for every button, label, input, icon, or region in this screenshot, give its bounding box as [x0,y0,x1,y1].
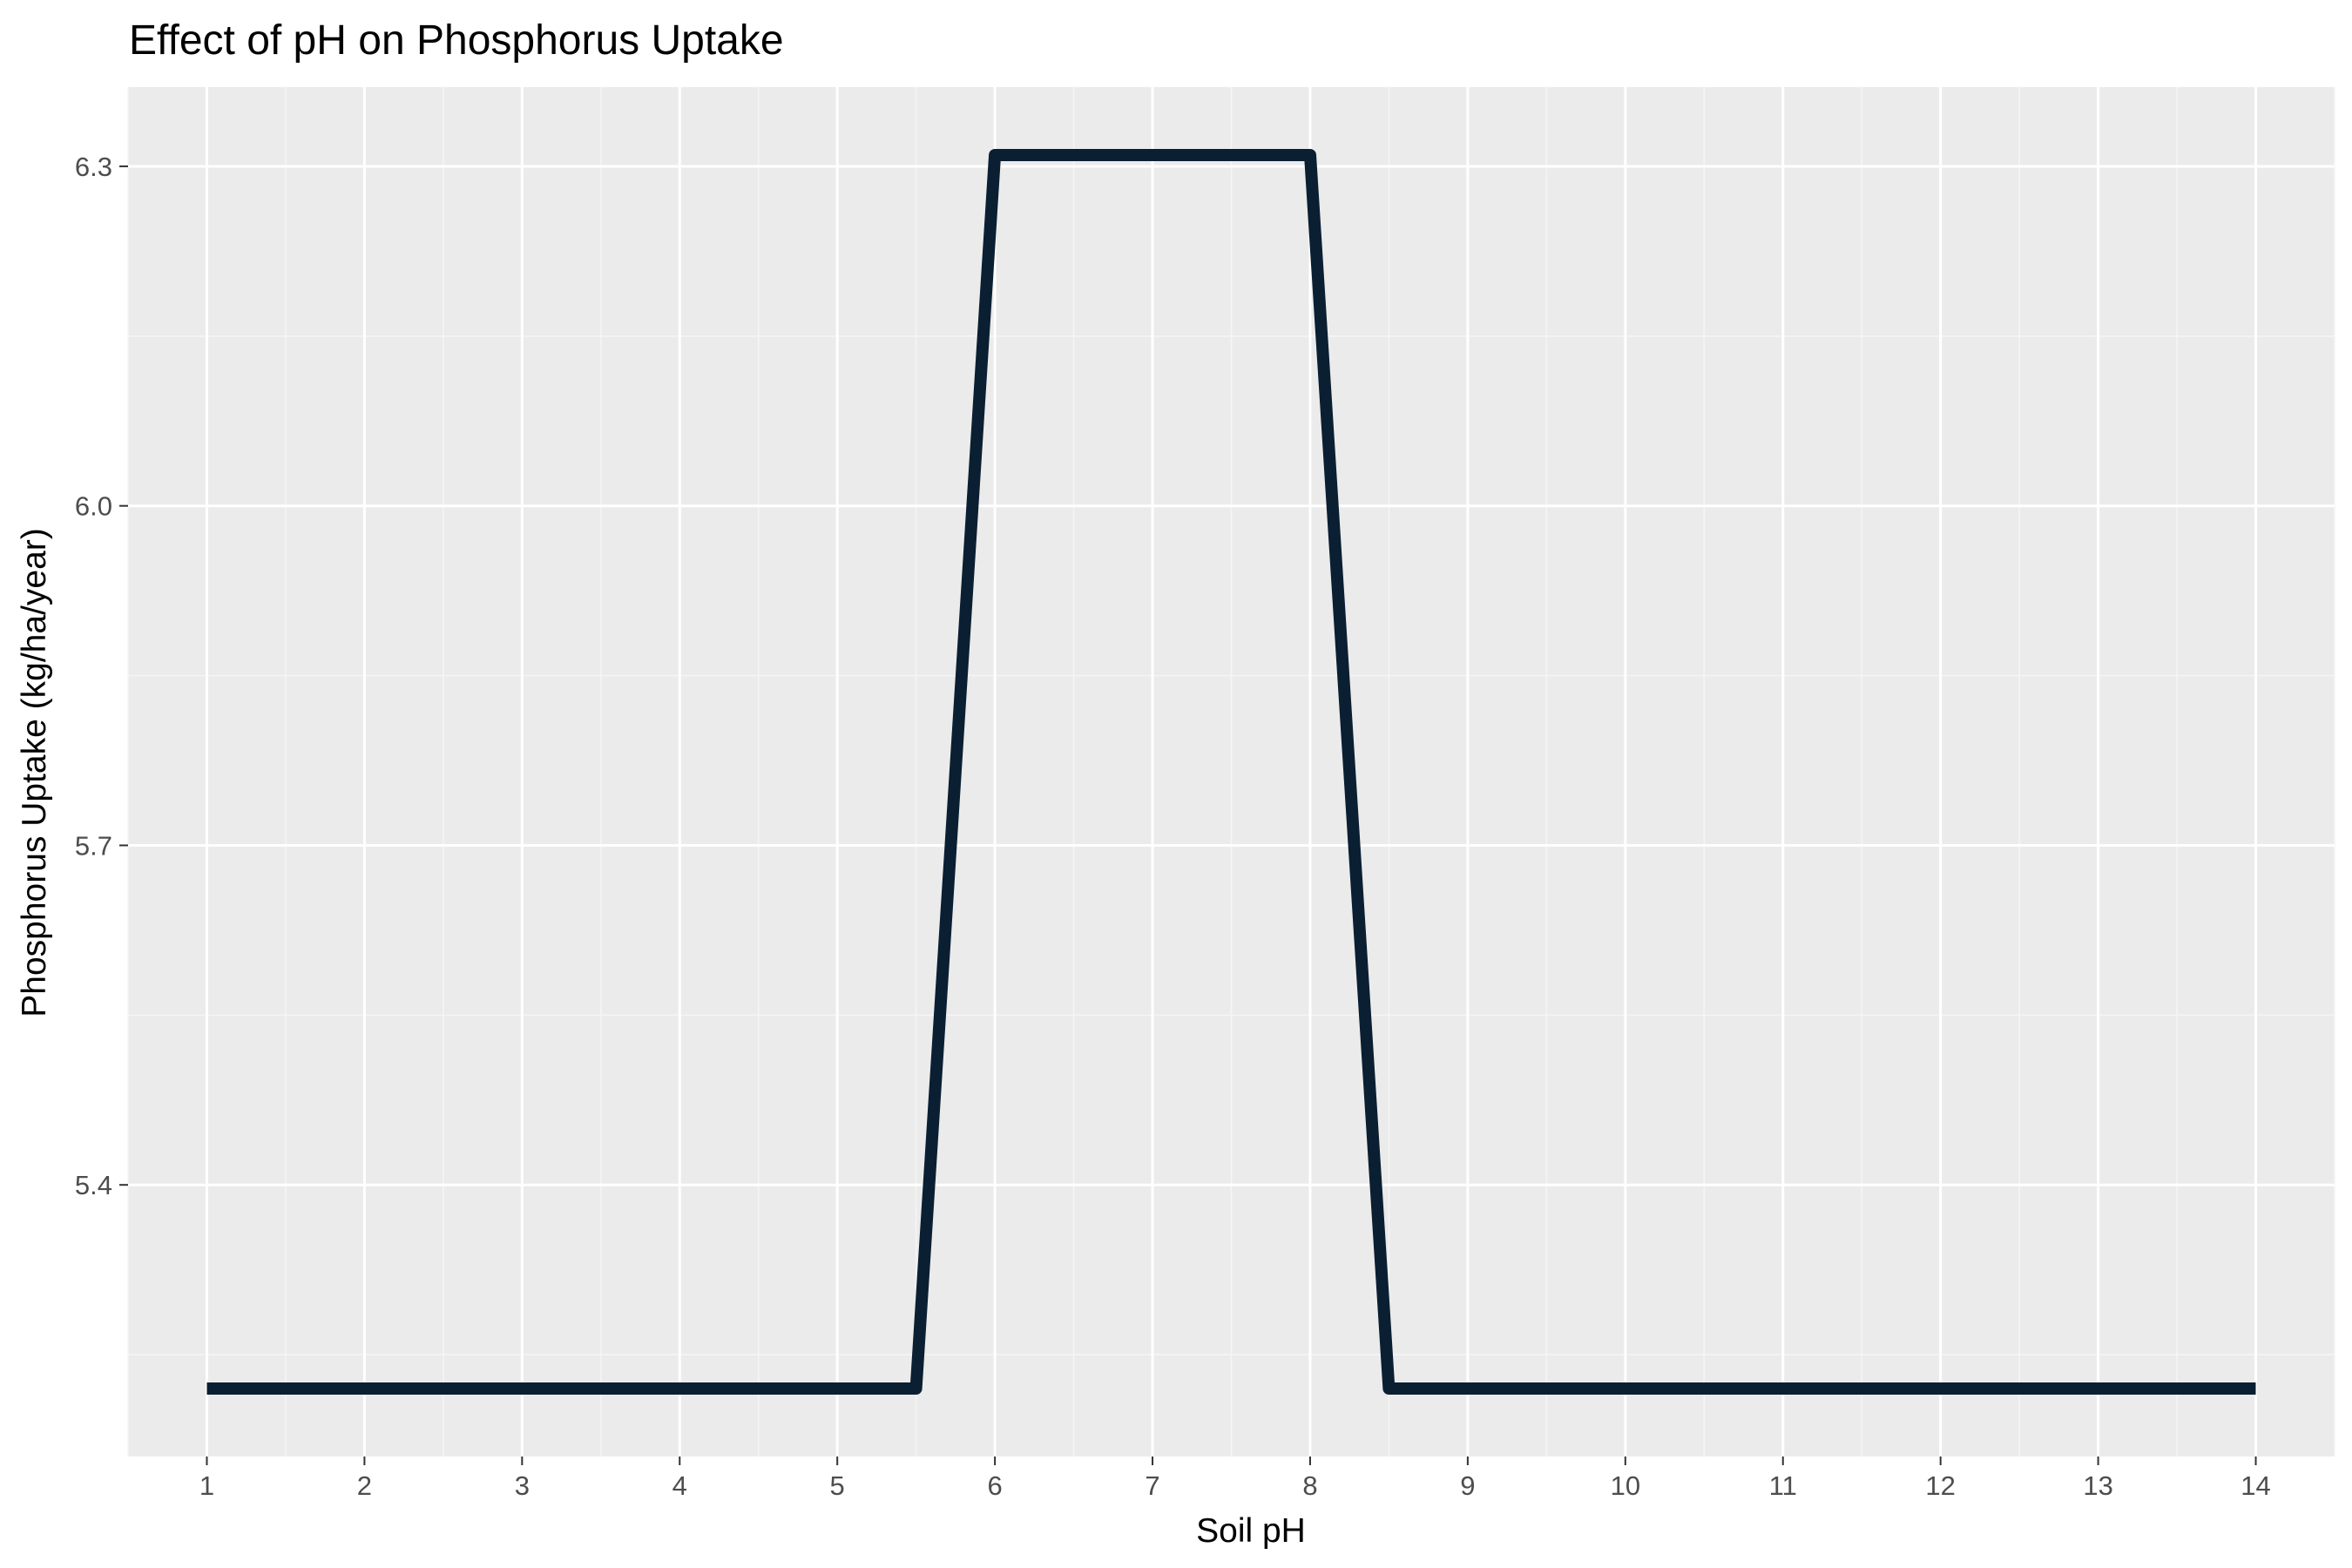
x-axis: 1 2 3 4 5 6 7 8 9 10 11 12 13 14 [199,1456,2271,1501]
x-tick-label: 14 [2240,1470,2270,1501]
x-axis-label: Soil pH [1196,1512,1306,1550]
x-tick-label: 12 [1925,1470,1955,1501]
y-tick-label: 5.7 [75,830,112,861]
x-tick-label: 4 [672,1470,687,1501]
x-tick-label: 11 [1769,1470,1797,1501]
y-tick-label: 6.3 [75,152,112,182]
y-axis-label: Phosphorus Uptake (kg/ha/year) [16,528,53,1017]
major-gridlines [128,87,2335,1456]
x-tick-label: 8 [1302,1470,1317,1501]
y-tick-label: 6.0 [75,491,112,522]
series-line [206,149,2256,1395]
y-axis: 5.4 5.7 6.0 6.3 [75,152,128,1200]
x-tick-label: 9 [1460,1470,1475,1501]
series-layer [206,149,2256,1395]
chart-title: Effect of pH on Phosphorus Uptake [129,17,784,64]
x-tick-label: 1 [199,1470,214,1501]
x-tick-label: 2 [357,1470,372,1501]
x-tick-label: 10 [1611,1470,1640,1501]
x-tick-label: 6 [987,1470,1002,1501]
x-tick-label: 7 [1145,1470,1159,1501]
x-tick-label: 5 [830,1470,845,1501]
x-tick-label: 3 [515,1470,530,1501]
minor-gridlines [127,87,2335,1456]
x-tick-label: 13 [2083,1470,2112,1501]
y-tick-label: 5.4 [75,1170,112,1200]
